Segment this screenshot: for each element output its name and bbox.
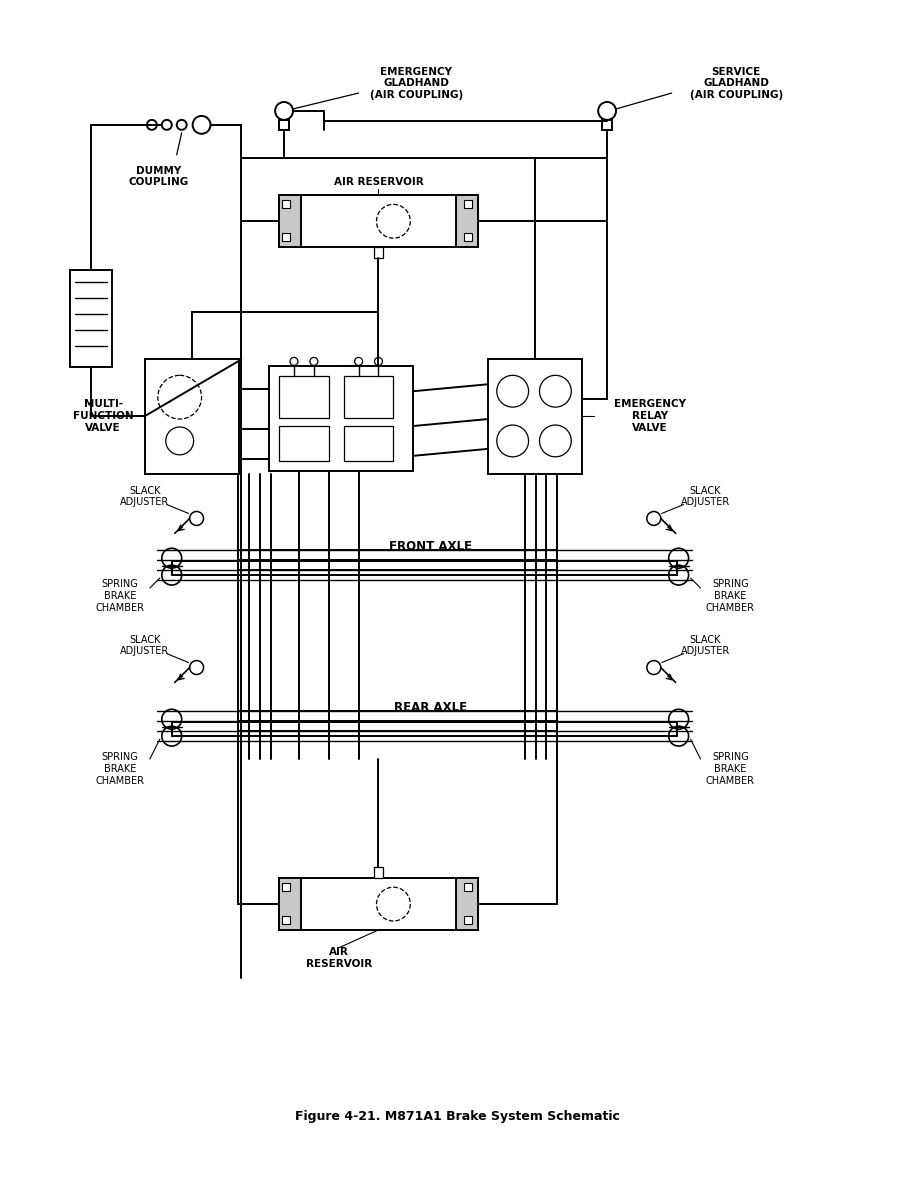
Bar bbox=[145, 360, 240, 474]
Bar bbox=[373, 868, 383, 879]
Text: AIR
RESERVOIR: AIR RESERVOIR bbox=[306, 947, 371, 969]
Bar bbox=[282, 883, 290, 892]
Bar bbox=[282, 916, 290, 924]
Text: EMERGENCY
GLADHAND
(AIR COUPLING): EMERGENCY GLADHAND (AIR COUPLING) bbox=[370, 66, 463, 99]
Text: AIR RESERVOIR: AIR RESERVOIR bbox=[334, 176, 424, 187]
Bar bbox=[279, 879, 301, 929]
Text: SLACK
ADJUSTER: SLACK ADJUSTER bbox=[681, 635, 730, 656]
Text: EMERGENCY
RELAY
VALVE: EMERGENCY RELAY VALVE bbox=[614, 399, 686, 432]
Text: SPRING
BRAKE
CHAMBER: SPRING BRAKE CHAMBER bbox=[705, 579, 755, 612]
Text: SLACK
ADJUSTER: SLACK ADJUSTER bbox=[120, 635, 169, 656]
Bar bbox=[456, 195, 478, 247]
Text: FRONT AXLE: FRONT AXLE bbox=[389, 540, 471, 553]
Bar bbox=[464, 233, 472, 242]
Bar bbox=[464, 883, 472, 892]
Bar bbox=[602, 120, 612, 130]
Text: REAR AXLE: REAR AXLE bbox=[393, 701, 467, 714]
Text: DUMMY
COUPLING: DUMMY COUPLING bbox=[129, 166, 189, 187]
Text: SPRING
BRAKE
CHAMBER: SPRING BRAKE CHAMBER bbox=[95, 752, 145, 785]
Bar bbox=[464, 200, 472, 208]
Text: MULTI-
FUNCTION
VALVE: MULTI- FUNCTION VALVE bbox=[73, 399, 134, 432]
Bar bbox=[344, 377, 393, 418]
Bar bbox=[172, 722, 677, 736]
Bar bbox=[464, 916, 472, 924]
Bar bbox=[279, 120, 289, 130]
Bar bbox=[373, 247, 383, 258]
Bar bbox=[282, 200, 290, 208]
Bar bbox=[279, 426, 328, 461]
Text: SPRING
BRAKE
CHAMBER: SPRING BRAKE CHAMBER bbox=[705, 752, 755, 785]
Text: SLACK
ADJUSTER: SLACK ADJUSTER bbox=[681, 485, 730, 508]
Bar bbox=[70, 270, 113, 367]
Bar bbox=[279, 879, 478, 929]
Bar bbox=[282, 233, 290, 242]
Bar bbox=[279, 195, 301, 247]
Bar bbox=[456, 879, 478, 929]
Text: Figure 4-21. M871A1 Brake System Schematic: Figure 4-21. M871A1 Brake System Schemat… bbox=[295, 1111, 619, 1124]
Bar bbox=[279, 195, 478, 247]
Bar bbox=[279, 377, 328, 418]
Bar bbox=[269, 366, 414, 471]
Text: SLACK
ADJUSTER: SLACK ADJUSTER bbox=[120, 485, 169, 508]
Bar bbox=[488, 360, 582, 474]
Bar bbox=[172, 561, 677, 575]
Text: SERVICE
GLADHAND
(AIR COUPLING): SERVICE GLADHAND (AIR COUPLING) bbox=[690, 66, 783, 99]
Text: SPRING
BRAKE
CHAMBER: SPRING BRAKE CHAMBER bbox=[95, 579, 145, 612]
Bar bbox=[344, 426, 393, 461]
